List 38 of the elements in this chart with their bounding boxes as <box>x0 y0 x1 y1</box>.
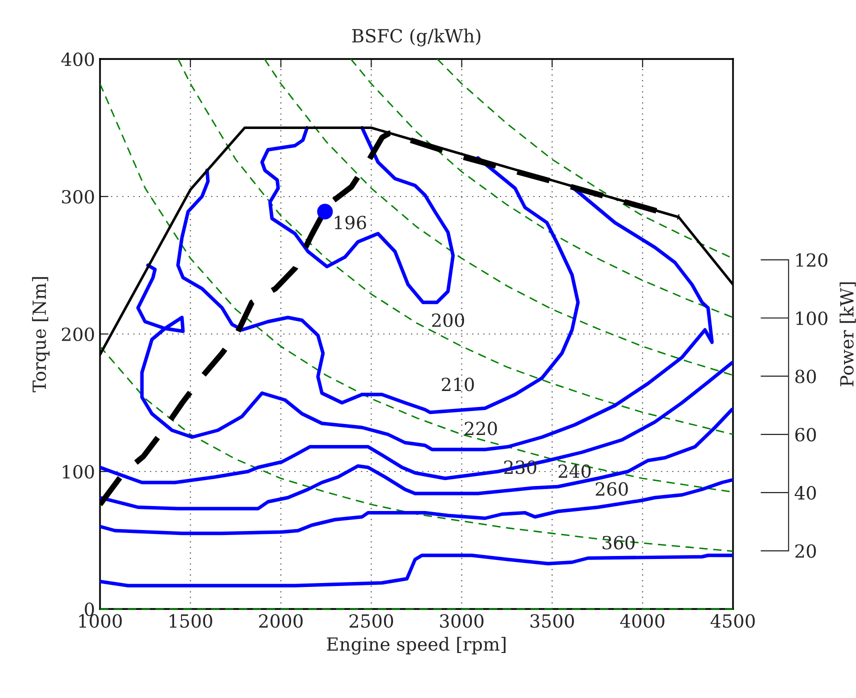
annotation: 260 <box>596 482 628 496</box>
annotation: 200 <box>432 313 464 328</box>
x-tick-label: 3500 <box>530 614 574 628</box>
x-tick-label: 1500 <box>170 614 212 628</box>
line-series <box>436 59 733 260</box>
annotation: 196 <box>334 216 366 230</box>
x-tick-label: 1000 <box>79 614 122 628</box>
line-series <box>100 554 733 588</box>
y-tick-label: 0 <box>84 602 94 616</box>
y-tick-label: 100 <box>62 464 94 479</box>
y2-tick-label: 40 <box>794 486 816 500</box>
y-tick-label: 200 <box>62 327 94 342</box>
chart-title: BSFC (g/kWh) <box>352 28 480 46</box>
y2-tick-label: 20 <box>795 544 816 558</box>
y2-tick-label: 80 <box>795 370 816 384</box>
x-tick-label: 2500 <box>350 614 394 628</box>
annotation: 210 <box>442 378 474 392</box>
y-tick-label: 400 <box>61 52 94 66</box>
annotation: 220 <box>464 422 497 436</box>
x-axis-title: Engine speed [rpm] <box>326 636 506 655</box>
line-series <box>176 156 580 414</box>
y-axis-title: Torque [Nm] <box>32 277 50 392</box>
x-tick-label: 4000 <box>620 614 664 628</box>
y2-tick-label: 60 <box>795 428 816 442</box>
y2-tick-label: 120 <box>796 253 828 267</box>
line-series <box>100 346 733 552</box>
y-tick-label: 300 <box>62 190 94 204</box>
x-tick-label: 3000 <box>440 614 484 628</box>
x-tick-label: 2000 <box>259 614 303 628</box>
y2-tick-label: 100 <box>796 311 828 326</box>
line-series <box>260 126 455 304</box>
line-series <box>100 478 733 536</box>
line-series <box>177 59 733 436</box>
y2-axis-title: Power [kW] <box>840 282 856 386</box>
x-tick-label: 4500 <box>710 614 755 628</box>
annotation: 240 <box>558 464 591 478</box>
line-series <box>264 59 733 376</box>
line-series <box>100 408 733 510</box>
